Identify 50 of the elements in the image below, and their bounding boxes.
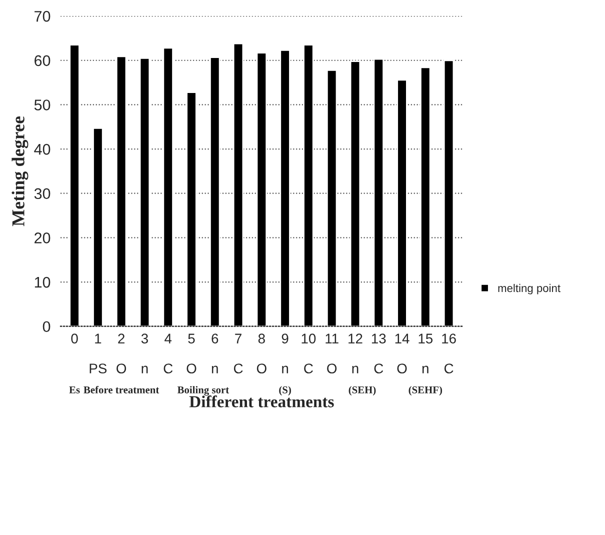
text: Before treatment: [84, 386, 160, 394]
y-tick-label: 40: [34, 144, 50, 155]
bar: [116, 56, 127, 326]
category-label: 15 n: [418, 334, 433, 374]
bar: [373, 58, 384, 326]
x-axis-title: Different treatments: [189, 395, 334, 408]
bar: [210, 56, 220, 326]
y-tick-label: 60: [34, 55, 50, 66]
bar: [256, 52, 268, 326]
bar: [443, 60, 454, 326]
category-label: 9 n: [282, 334, 288, 374]
category-label: 11 O: [326, 334, 338, 374]
text: Es: [69, 386, 80, 394]
bar: [326, 69, 338, 326]
bar: [162, 47, 174, 326]
y-tick-label: 0: [42, 321, 50, 332]
legend-label: melting point: [498, 284, 560, 294]
text: Boiling sort: [177, 386, 230, 396]
bar: [69, 44, 80, 326]
bar: [396, 79, 408, 326]
bar: [280, 49, 290, 326]
bar: [186, 92, 197, 326]
bar: [139, 57, 150, 326]
y-axis-title: Meting degree: [12, 116, 28, 226]
y-tick-label: 70: [34, 10, 50, 22]
category-label: 1 PS: [90, 334, 107, 374]
category-label: 10 C: [302, 334, 316, 374]
category-label: 4 C: [164, 334, 173, 374]
text: (SEH): [348, 386, 376, 396]
category-label: 6 n: [212, 334, 218, 374]
bar: [232, 42, 244, 326]
bar: [92, 128, 104, 326]
bar: [420, 66, 431, 326]
category-label: 8 O: [256, 334, 266, 374]
y-tick-label: 20: [34, 232, 50, 244]
category-label: 16 C: [442, 334, 456, 374]
y-tick-label: 10: [34, 276, 50, 288]
bar: [303, 44, 314, 326]
text: (S): [279, 386, 291, 396]
bar: [350, 60, 361, 326]
category-label: 12 n: [348, 334, 362, 374]
y-tick-label: 30: [34, 188, 50, 200]
category-label: 7 C: [234, 334, 243, 374]
category-label: 5 O: [186, 334, 196, 374]
y-tick-label: 50: [34, 100, 50, 110]
category-label: 14 O: [395, 334, 410, 374]
text: (SEHF): [408, 386, 442, 396]
category-label: 13 C: [372, 334, 386, 374]
category-label: 2 O: [116, 334, 126, 374]
category-label: 3 n: [141, 334, 148, 374]
